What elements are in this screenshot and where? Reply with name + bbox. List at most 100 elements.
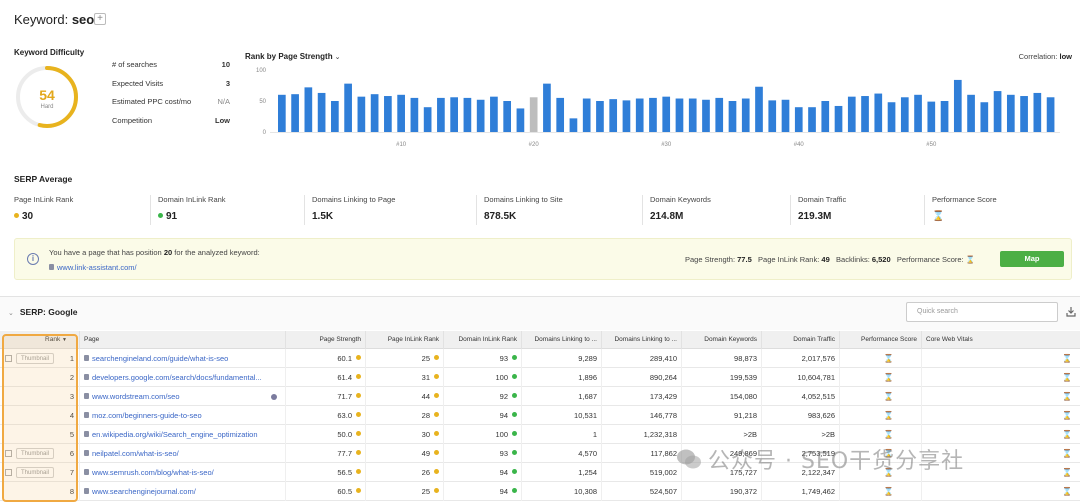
chart-bar[interactable]	[582, 98, 591, 132]
page-link[interactable]: searchengineland.com/guide/what-is-seo	[80, 349, 286, 368]
chart-bar[interactable]	[834, 105, 843, 132]
chart-bar[interactable]	[397, 94, 405, 132]
chart-bar[interactable]	[728, 101, 737, 132]
chart-bar[interactable]	[874, 93, 883, 132]
chart-bar[interactable]	[967, 94, 975, 132]
chart-bar[interactable]	[543, 83, 551, 132]
thumbnail-button[interactable]: Thumbnail	[16, 448, 55, 459]
quick-search-input[interactable]: Quick search	[906, 302, 1058, 322]
chart-bar[interactable]	[821, 101, 830, 132]
page-link[interactable]: www.semrush.com/blog/what-is-seo/	[80, 463, 286, 482]
add-keyword-button[interactable]: +	[94, 13, 106, 25]
chart-bar[interactable]	[344, 83, 352, 132]
chart-bar[interactable]	[755, 86, 763, 132]
hourglass-icon: ⌛	[1062, 354, 1072, 363]
chart-bar[interactable]	[688, 98, 697, 132]
chart-bar[interactable]	[331, 101, 339, 132]
chart-bar[interactable]	[993, 91, 1002, 132]
table-row[interactable]: 2 developers.google.com/search/docs/funda…	[0, 368, 1080, 387]
chart-bar[interactable]	[450, 97, 458, 132]
chart-bar[interactable]	[476, 99, 485, 132]
chart-bar[interactable]	[940, 101, 949, 132]
chart-bar[interactable]	[490, 96, 498, 132]
chart-bar[interactable]	[953, 79, 962, 132]
chart-bar[interactable]	[715, 97, 724, 132]
col-performance-score[interactable]: Performance Score	[840, 331, 922, 349]
chart-bar[interactable]	[529, 97, 538, 132]
chart-bar[interactable]	[503, 101, 512, 132]
thumbnail-checkbox[interactable]	[5, 355, 12, 362]
col-rank[interactable]: Rank ▼	[0, 331, 80, 349]
chart-bar[interactable]	[768, 100, 777, 132]
export-icon[interactable]	[1065, 306, 1077, 318]
chart-bar[interactable]	[847, 96, 856, 132]
table-row[interactable]: Thumbnail 6 neilpatel.com/what-is-seo/77.7…	[0, 444, 1080, 463]
col-page[interactable]: Page	[80, 331, 286, 349]
col-domain-traffic[interactable]: Domain Traffic	[762, 331, 840, 349]
page-link[interactable]: developers.google.com/search/docs/fundam…	[80, 368, 286, 387]
chart-bar[interactable]	[675, 98, 684, 132]
thumbnail-checkbox[interactable]	[5, 450, 12, 457]
chart-bar[interactable]	[291, 94, 299, 132]
chart-bar[interactable]	[781, 99, 790, 132]
chart-bar[interactable]	[1006, 94, 1015, 132]
chart-bar[interactable]	[741, 98, 750, 132]
chart-bar[interactable]	[622, 100, 631, 132]
page-link[interactable]: moz.com/beginners-guide-to-seo	[80, 406, 286, 425]
table-row[interactable]: 3 www.wordstream.com/seo 71.7 44 92 1,687 173,…	[0, 387, 1080, 406]
banner-url-link[interactable]: www.link-assistant.com/	[49, 263, 137, 272]
chart-bar[interactable]	[609, 99, 618, 132]
table-row[interactable]: 8 www.searchenginejournal.com/60.5 25 94 10,…	[0, 482, 1080, 501]
chart-bar[interactable]	[370, 94, 379, 132]
col-page-strength[interactable]: Page Strength	[286, 331, 366, 349]
table-row[interactable]: 4 moz.com/beginners-guide-to-seo 63.0 28 94 1…	[0, 406, 1080, 425]
col-domains-linking-site[interactable]: Domains Linking to ...	[602, 331, 682, 349]
chart-bar[interactable]	[463, 97, 472, 132]
chart-bar[interactable]	[569, 118, 578, 132]
chart-bar[interactable]	[304, 87, 313, 132]
map-button[interactable]: Map	[1000, 251, 1064, 267]
chart-bar[interactable]	[914, 94, 922, 132]
chart-bar[interactable]	[808, 107, 816, 132]
chart-bar[interactable]	[357, 96, 366, 132]
page-link[interactable]: www.searchenginejournal.com/	[80, 482, 286, 501]
chart-bar[interactable]	[423, 107, 432, 132]
chart-bar[interactable]	[900, 97, 909, 132]
chart-bar[interactable]	[556, 97, 565, 132]
chart-bar[interactable]	[596, 101, 604, 132]
page-link[interactable]: neilpatel.com/what-is-seo/	[80, 444, 286, 463]
chart-bar[interactable]	[410, 97, 419, 132]
chart-title-dropdown[interactable]: Rank by Page Strength ⌄	[245, 52, 340, 61]
chart-bar[interactable]	[384, 96, 392, 132]
chart-bar[interactable]	[927, 101, 936, 132]
chart-bar[interactable]	[702, 99, 710, 132]
chart-bar[interactable]	[1033, 92, 1042, 132]
chart-bar[interactable]	[887, 102, 896, 132]
thumbnail-button[interactable]: Thumbnail	[16, 467, 55, 478]
chart-bar[interactable]	[516, 108, 525, 132]
col-domain-keywords[interactable]: Domain Keywords	[682, 331, 762, 349]
chart-bar[interactable]	[1020, 96, 1028, 132]
page-link[interactable]: en.wikipedia.org/wiki/Search_engine_opti…	[80, 425, 286, 444]
table-row[interactable]: 5 en.wikipedia.org/wiki/Search_engine_opt…	[0, 425, 1080, 444]
chart-bar[interactable]	[649, 97, 657, 132]
thumbnail-checkbox[interactable]	[5, 469, 12, 476]
chart-bar[interactable]	[861, 96, 869, 132]
col-page-inlink[interactable]: Page InLink Rank	[366, 331, 444, 349]
chart-bar[interactable]	[317, 92, 326, 132]
chart-bar[interactable]	[662, 96, 671, 132]
chart-bar[interactable]	[278, 94, 286, 132]
chart-bar[interactable]	[635, 98, 644, 132]
col-domains-linking-page[interactable]: Domains Linking to ...	[522, 331, 602, 349]
chart-bar[interactable]	[437, 97, 445, 132]
col-domain-inlink[interactable]: Domain InLink Rank	[444, 331, 522, 349]
serp-section-toggle[interactable]: ⌄ SERP: Google	[8, 307, 78, 317]
col-core-web-vitals[interactable]: Core Web Vitals	[926, 336, 973, 343]
thumbnail-button[interactable]: Thumbnail	[16, 353, 55, 364]
chart-bar[interactable]	[980, 102, 989, 132]
chart-bar[interactable]	[794, 107, 803, 132]
chart-bar[interactable]	[1046, 97, 1055, 132]
table-row[interactable]: Thumbnail 7 www.semrush.com/blog/what-is-s…	[0, 463, 1080, 482]
table-row[interactable]: Thumbnail 1 searchengineland.com/guide/wha…	[0, 349, 1080, 368]
page-link[interactable]: www.wordstream.com/seo	[80, 387, 286, 406]
